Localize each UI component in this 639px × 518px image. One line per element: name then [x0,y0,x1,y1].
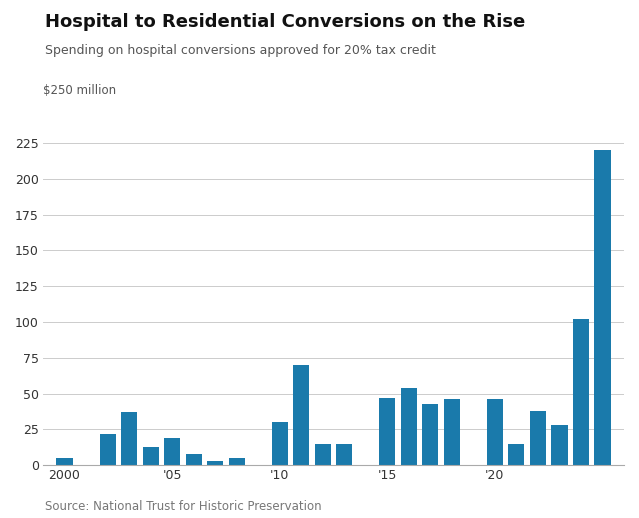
Text: $250 million: $250 million [43,83,116,96]
Bar [142,447,158,465]
Bar [272,422,288,465]
Bar [229,458,245,465]
Bar [100,434,116,465]
Bar [444,399,460,465]
Bar [487,399,503,465]
Bar [401,388,417,465]
Text: Hospital to Residential Conversions on the Rise: Hospital to Residential Conversions on t… [45,13,525,31]
Bar [121,412,137,465]
Bar [509,443,525,465]
Bar [573,319,589,465]
Bar [164,438,180,465]
Bar [293,365,309,465]
Bar [336,443,352,465]
Text: Source: National Trust for Historic Preservation: Source: National Trust for Historic Pres… [45,500,321,513]
Bar [551,425,567,465]
Text: Spending on hospital conversions approved for 20% tax credit: Spending on hospital conversions approve… [45,44,436,57]
Bar [185,454,202,465]
Bar [379,398,396,465]
Bar [422,404,438,465]
Bar [530,411,546,465]
Bar [56,458,73,465]
Bar [314,443,331,465]
Bar [594,150,610,465]
Bar [207,461,223,465]
